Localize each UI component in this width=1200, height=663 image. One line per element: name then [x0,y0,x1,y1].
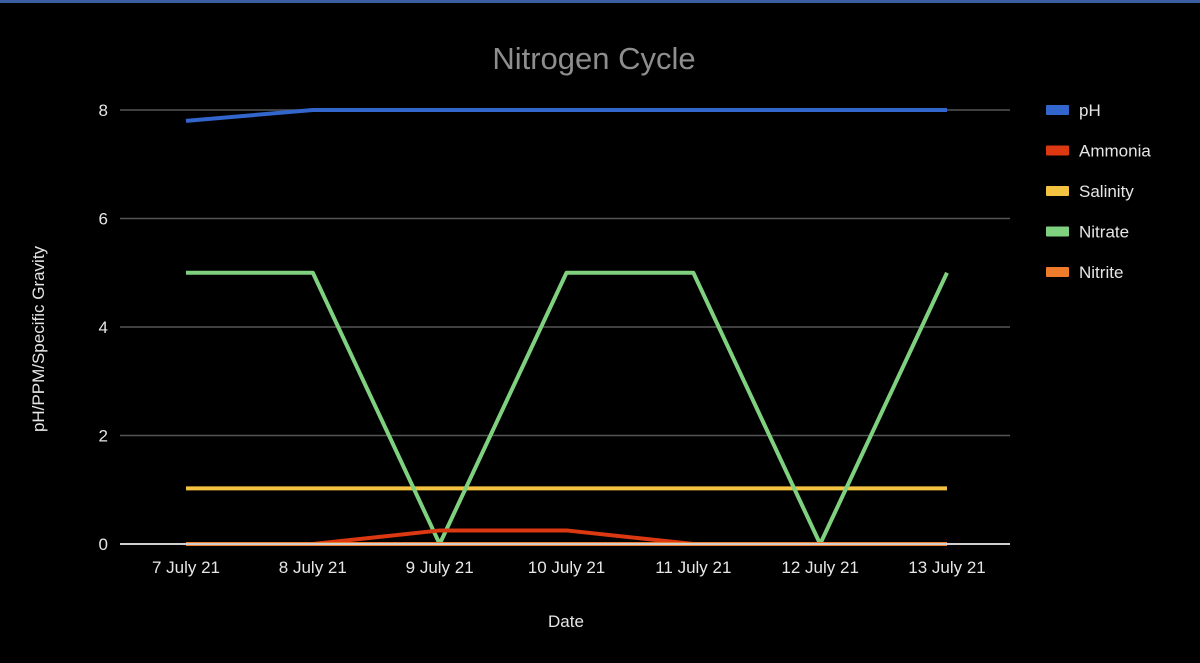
legend-swatch [1046,267,1069,277]
legend-label: Ammonia [1079,142,1151,161]
series-line-ammonia [186,528,947,546]
y-tick-label: 6 [99,210,108,229]
legend-item-ph[interactable]: pH [1046,101,1101,120]
legend-item-nitrate[interactable]: Nitrate [1046,223,1129,242]
y-tick-label: 2 [99,427,108,446]
chart-title: Nitrogen Cycle [492,41,695,76]
y-tick-label: 4 [99,318,108,337]
x-tick-label: 11 July 21 [655,558,731,577]
y-axis-ticks: 0 2 4 6 8 [99,101,108,554]
y-tick-label: 8 [99,101,108,120]
x-axis-ticks: 7 July 21 8 July 21 9 July 21 10 July 21 11 … [152,558,986,577]
x-tick-label: 12 July 21 [781,558,859,577]
legend-item-nitrite[interactable]: Nitrite [1046,263,1123,282]
x-tick-label: 7 July 21 [152,558,220,577]
y-tick-label: 0 [99,535,108,554]
legend-swatch [1046,186,1069,196]
y-axis-title: pH/PPM/Specific Gravity [29,245,48,432]
legend-swatch [1046,145,1069,156]
x-tick-label: 8 July 21 [279,558,347,577]
legend-swatch [1046,105,1069,115]
legend-label: Nitrate [1079,223,1129,242]
legend-item-salinity[interactable]: Salinity [1046,182,1134,201]
x-axis-title: Date [548,612,584,631]
legend-swatch [1046,226,1069,237]
legend-label: pH [1079,101,1101,120]
legend-label: Salinity [1079,182,1134,201]
legend-item-ammonia[interactable]: Ammonia [1046,142,1151,161]
series-line-nitrate [186,270,949,546]
x-tick-label: 10 July 21 [528,558,606,577]
x-tick-label: 13 July 21 [908,558,986,577]
legend[interactable]: pH Ammonia Salinity Nitrate Nitrite [1046,101,1151,282]
x-tick-label: 9 July 21 [406,558,474,577]
legend-label: Nitrite [1079,263,1123,282]
series-line-ph [185,108,947,123]
nitrogen-cycle-chart: Nitrogen Cycle 0 2 4 6 8 7 July 21 8 July 21 9… [29,41,1151,631]
